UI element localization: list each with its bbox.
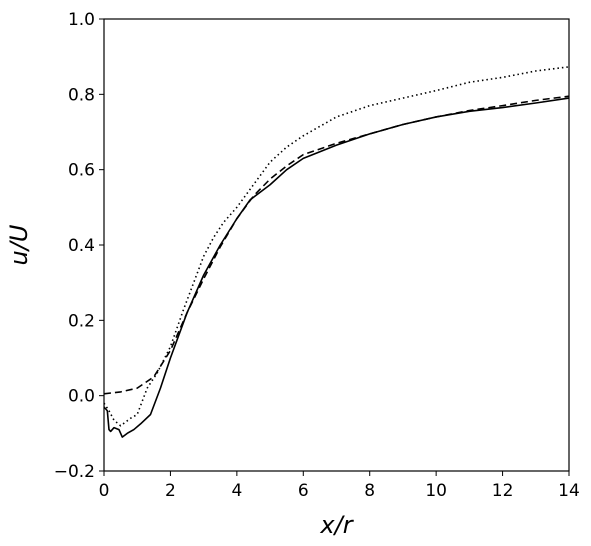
- x-tick-label: 2: [165, 481, 176, 501]
- y-axis-label: u/U: [5, 224, 33, 265]
- y-tick-label: 0.6: [68, 161, 95, 181]
- x-axis-label: x/r: [319, 511, 354, 539]
- y-tick-label: 0.2: [68, 311, 95, 331]
- x-tick-label: 8: [364, 481, 375, 501]
- plot-frame: [103, 18, 570, 472]
- x-tick-label: 14: [558, 481, 580, 501]
- plot-area: [103, 66, 570, 438]
- x-tick-label: 10: [425, 481, 447, 501]
- series-line-dashed: [103, 95, 570, 395]
- series-line-dotted: [103, 66, 570, 427]
- y-tick-label: 0.0: [68, 387, 95, 407]
- x-tick-label: 6: [298, 481, 309, 501]
- x-tick-label: 12: [492, 481, 514, 501]
- x-tick-label: 4: [231, 481, 242, 501]
- x-axis: 0 2 4 6 8 10 12 14: [99, 471, 580, 501]
- series-line-solid: [103, 97, 570, 438]
- y-tick-label: −0.2: [54, 462, 95, 482]
- y-tick-label: 1.0: [68, 10, 95, 30]
- y-tick-label: 0.8: [68, 85, 95, 105]
- y-axis: −0.2 0.0 0.2 0.4 0.6 0.8 1.0: [54, 10, 104, 482]
- x-tick-label: 0: [99, 481, 110, 501]
- y-tick-label: 0.4: [68, 236, 95, 256]
